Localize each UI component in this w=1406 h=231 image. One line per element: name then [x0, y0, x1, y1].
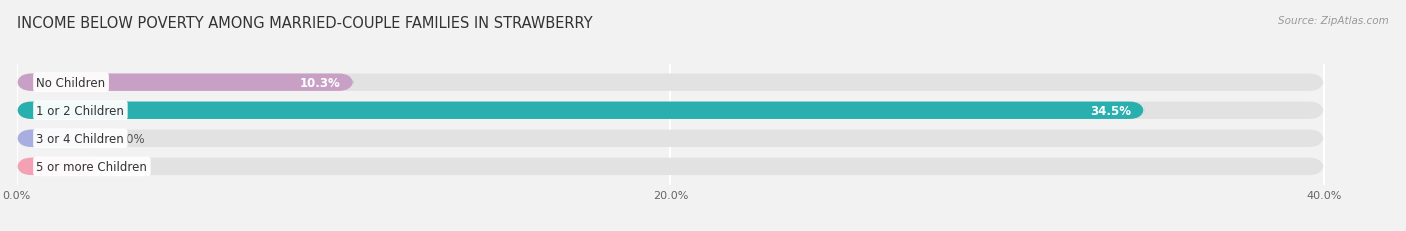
Text: 0.0%: 0.0%: [115, 132, 145, 145]
Text: 3 or 4 Children: 3 or 4 Children: [37, 132, 124, 145]
FancyBboxPatch shape: [17, 102, 1144, 119]
FancyBboxPatch shape: [17, 158, 98, 175]
Text: 0.0%: 0.0%: [115, 160, 145, 173]
Text: 10.3%: 10.3%: [299, 76, 340, 89]
Text: Source: ZipAtlas.com: Source: ZipAtlas.com: [1278, 16, 1389, 26]
Text: 1 or 2 Children: 1 or 2 Children: [37, 104, 124, 117]
FancyBboxPatch shape: [17, 74, 353, 91]
Text: 34.5%: 34.5%: [1090, 104, 1130, 117]
Text: 5 or more Children: 5 or more Children: [37, 160, 148, 173]
Text: INCOME BELOW POVERTY AMONG MARRIED-COUPLE FAMILIES IN STRAWBERRY: INCOME BELOW POVERTY AMONG MARRIED-COUPL…: [17, 16, 592, 31]
FancyBboxPatch shape: [17, 158, 1324, 175]
FancyBboxPatch shape: [17, 74, 1324, 91]
FancyBboxPatch shape: [17, 102, 1324, 119]
Text: No Children: No Children: [37, 76, 105, 89]
FancyBboxPatch shape: [17, 130, 98, 147]
FancyBboxPatch shape: [17, 130, 1324, 147]
